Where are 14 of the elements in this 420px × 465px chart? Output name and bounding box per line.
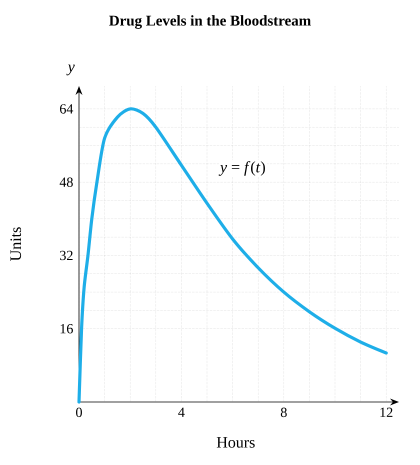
y-tick-label: 16 xyxy=(60,324,73,334)
y-tick-label: 48 xyxy=(60,177,73,187)
x-tick-label: 12 xyxy=(380,408,392,417)
x-axis-title: Hours xyxy=(216,437,255,448)
chart-title: Drug Levels in the Bloodstream xyxy=(109,15,311,29)
line-series xyxy=(77,107,388,404)
y-tick-label: 32 xyxy=(60,250,73,260)
x-tick-label: 4 xyxy=(178,408,185,417)
x-tick-label: 8 xyxy=(280,408,287,418)
y-axis-title: Units xyxy=(10,227,22,261)
text: y xyxy=(66,64,75,76)
y-tick-label: 64 xyxy=(60,104,74,114)
annotation: y = f(t) xyxy=(218,161,265,176)
x-tick-label: 0 xyxy=(76,408,82,418)
